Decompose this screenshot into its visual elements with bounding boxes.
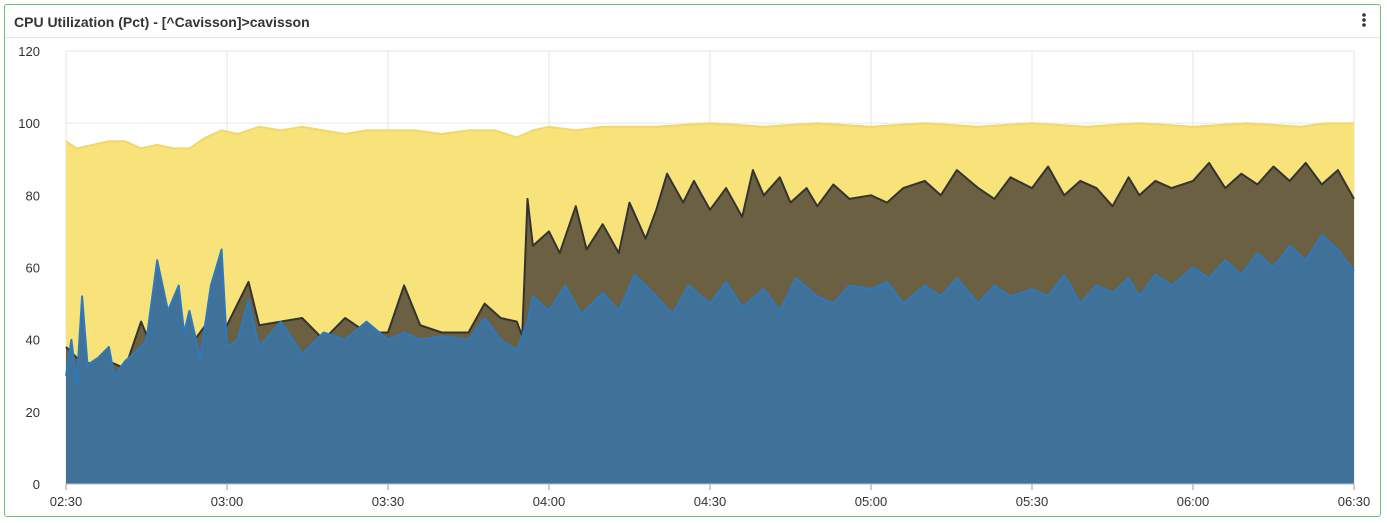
y-tick-label: 0	[33, 477, 40, 492]
y-tick-label: 60	[26, 261, 40, 276]
y-tick-label: 20	[26, 405, 40, 420]
more-vertical-icon	[1362, 13, 1366, 27]
x-tick-label: 02:30	[50, 494, 83, 509]
x-tick-label: 03:30	[372, 494, 405, 509]
y-tick-label: 80	[26, 188, 40, 203]
x-tick-label: 04:30	[694, 494, 727, 509]
y-tick-label: 100	[18, 116, 40, 131]
panel-header: CPU Utilization (Pct) - [^Cavisson]>cavi…	[5, 5, 1380, 38]
series-areas	[65, 122, 1355, 484]
y-tick-label: 40	[26, 333, 40, 348]
x-tick-label: 05:30	[1016, 494, 1049, 509]
series-line-1	[65, 122, 1354, 150]
x-tick-label: 06:30	[1338, 494, 1371, 509]
panel-title: CPU Utilization (Pct) - [^Cavisson]>cavi…	[14, 14, 310, 30]
series-line-3	[65, 234, 1355, 384]
series-area-3	[66, 235, 1354, 484]
x-tick-label: 05:00	[855, 494, 888, 509]
x-tick-label: 04:00	[533, 494, 566, 509]
y-tick-label: 120	[18, 44, 40, 59]
series-line-2	[65, 161, 1355, 370]
axes: 0 20 40 60 80 100 120 02:30 03:00 03:30 04:00 04:30…	[18, 44, 1370, 509]
panel-menu-button[interactable]	[1354, 9, 1374, 31]
x-tick-label: 03:00	[211, 494, 244, 509]
x-tick-label: 06:00	[1177, 494, 1210, 509]
